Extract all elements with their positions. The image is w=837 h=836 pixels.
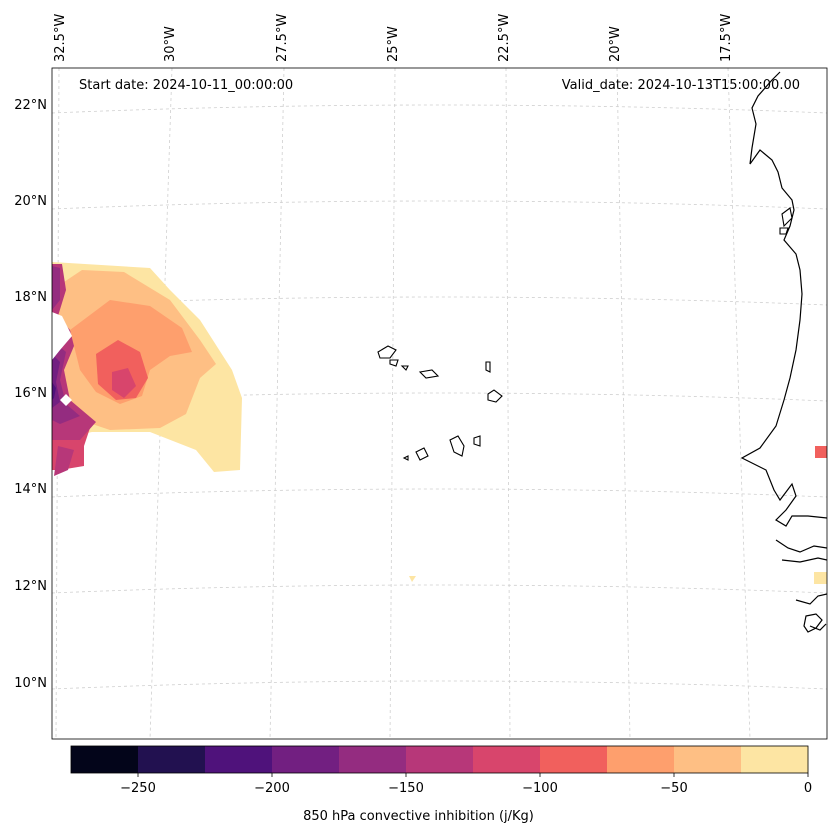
lat-label-10n: 10°N — [14, 676, 47, 691]
colorbar-frame — [70, 745, 809, 774]
colorbar-tick-250: −250 — [120, 781, 156, 796]
coastline-islet — [779, 207, 793, 235]
colorbar-segment — [674, 746, 742, 773]
west-africa-coastline — [740, 71, 827, 633]
cin-hole — [52, 312, 72, 406]
colorbar-tick-200: −200 — [254, 781, 290, 796]
cin-band-150-175 — [52, 266, 80, 424]
colorbar-segment — [339, 746, 407, 773]
colorbar-tick-0: 0 — [803, 781, 813, 796]
colorbar-segment — [473, 746, 541, 773]
lat-label-18n: 18°N — [14, 290, 47, 305]
colorbar-segment — [71, 746, 139, 773]
colorbar-segment — [406, 746, 474, 773]
cin-field-west — [52, 262, 242, 476]
cape-verde-islands — [377, 345, 503, 461]
colorbar-tick-100: −100 — [522, 781, 558, 796]
colorbar-segment — [540, 746, 608, 773]
cin-band-100-125 — [52, 368, 136, 470]
lat-label-20n: 20°N — [14, 194, 47, 209]
cin-band-200-225 — [52, 382, 56, 400]
colorbar-segment — [741, 746, 809, 773]
valid-date-label: Valid_date: 2024-10-13T15:00:00.00 — [561, 78, 800, 93]
cin-patch-east — [815, 446, 827, 458]
colorbar-tick-50: −50 — [660, 781, 688, 796]
colorbar-segment — [138, 746, 206, 773]
colorbar-tick-150: −150 — [388, 781, 424, 796]
map-frame — [51, 67, 828, 740]
colorbar — [70, 745, 809, 777]
colorbar-segment — [272, 746, 340, 773]
lat-label-12n: 12°N — [14, 579, 47, 594]
cin-patch-south — [409, 576, 416, 582]
start-date-label: Start date: 2024-10-11_00:00:00 — [79, 78, 294, 93]
colorbar-label: 850 hPa convective inhibition (j/Kg) — [303, 809, 534, 824]
lat-label-22n: 22°N — [14, 98, 47, 113]
cin-band-125-150 — [52, 264, 96, 476]
colorbar-segment — [205, 746, 273, 773]
colorbar-segment — [607, 746, 675, 773]
lat-label-16n: 16°N — [14, 386, 47, 401]
lat-label-14n: 14°N — [14, 482, 47, 497]
cin-patch-east-2 — [814, 572, 827, 584]
